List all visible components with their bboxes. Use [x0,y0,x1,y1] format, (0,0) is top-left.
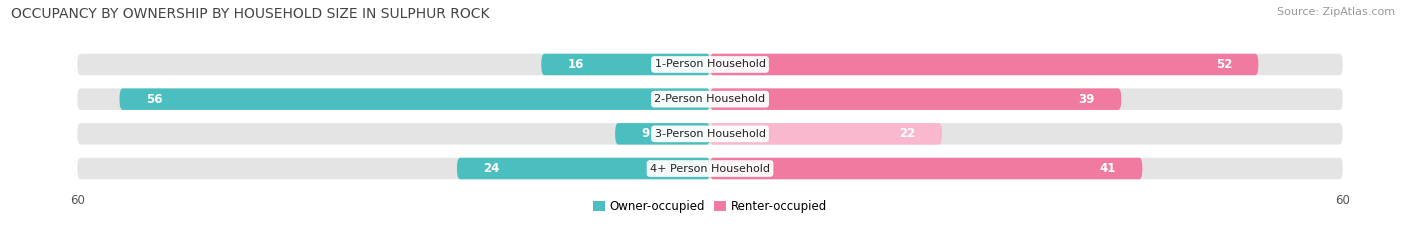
Text: 2-Person Household: 2-Person Household [654,94,766,104]
FancyBboxPatch shape [77,88,1343,110]
Text: Source: ZipAtlas.com: Source: ZipAtlas.com [1277,7,1395,17]
Legend: Owner-occupied, Renter-occupied: Owner-occupied, Renter-occupied [588,195,832,218]
Text: 24: 24 [484,162,499,175]
FancyBboxPatch shape [710,158,1142,179]
FancyBboxPatch shape [457,158,710,179]
Text: 39: 39 [1078,93,1095,106]
Text: 52: 52 [1216,58,1232,71]
Text: 56: 56 [146,93,162,106]
Text: 1-Person Household: 1-Person Household [655,59,765,69]
Text: 9: 9 [641,127,650,140]
FancyBboxPatch shape [77,158,1343,179]
FancyBboxPatch shape [120,88,710,110]
FancyBboxPatch shape [710,88,1122,110]
FancyBboxPatch shape [541,54,710,75]
Text: OCCUPANCY BY OWNERSHIP BY HOUSEHOLD SIZE IN SULPHUR ROCK: OCCUPANCY BY OWNERSHIP BY HOUSEHOLD SIZE… [11,7,489,21]
FancyBboxPatch shape [616,123,710,145]
Text: 16: 16 [568,58,583,71]
Text: 22: 22 [900,127,915,140]
FancyBboxPatch shape [710,123,942,145]
FancyBboxPatch shape [77,54,1343,75]
FancyBboxPatch shape [710,54,1258,75]
Text: 4+ Person Household: 4+ Person Household [650,164,770,174]
Text: 3-Person Household: 3-Person Household [655,129,765,139]
FancyBboxPatch shape [77,123,1343,145]
Text: 41: 41 [1099,162,1116,175]
